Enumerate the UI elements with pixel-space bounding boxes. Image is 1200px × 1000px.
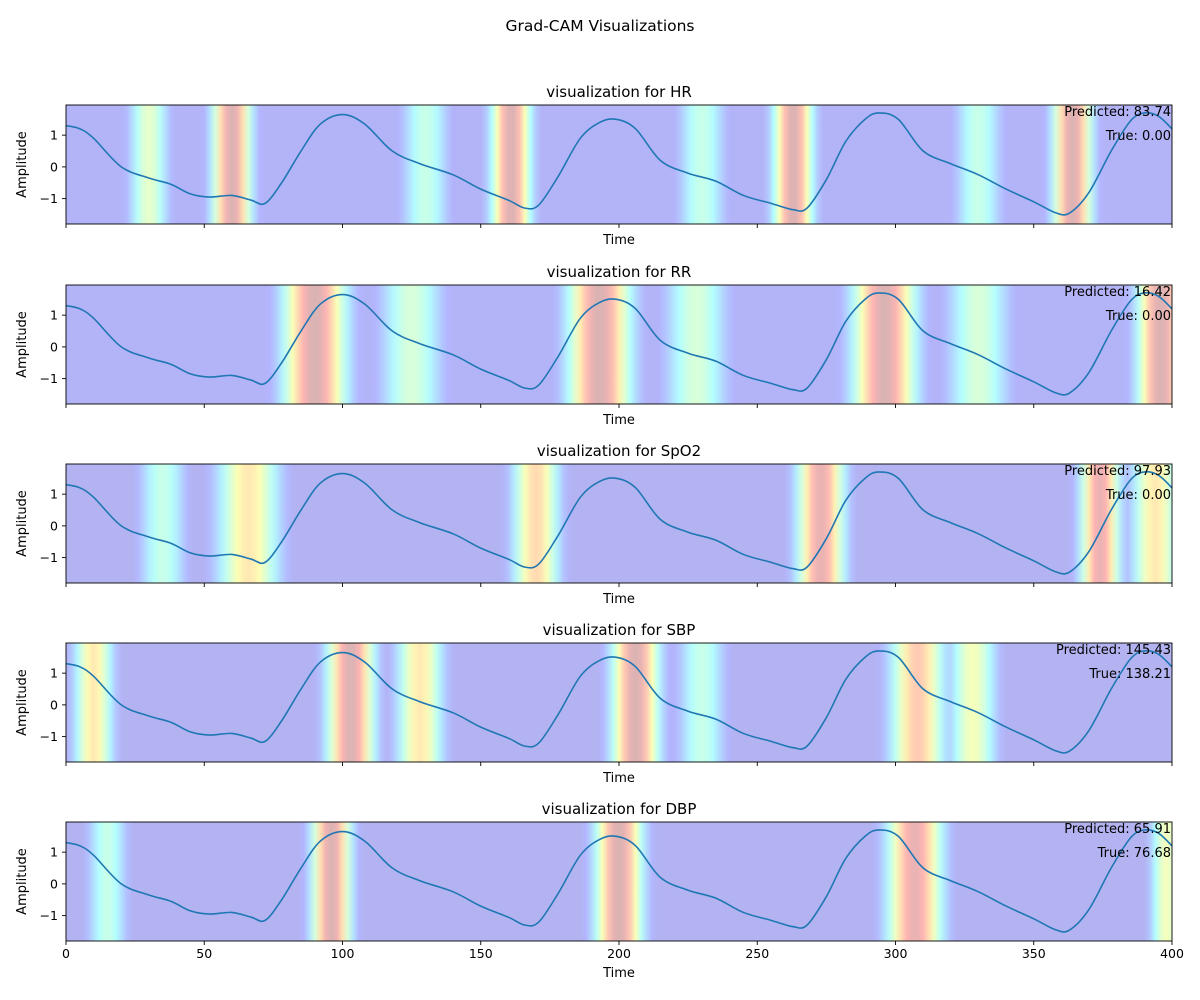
y-axis-label: Amplitude	[15, 848, 30, 915]
true-annotation: True: 0.00	[1105, 309, 1171, 324]
y-tick-label: 0	[50, 339, 58, 354]
subplot-title: visualization for DBP	[542, 800, 697, 818]
y-tick-label: −1	[40, 729, 58, 744]
true-annotation: True: 0.00	[1105, 129, 1171, 144]
y-axis-label: Amplitude	[15, 311, 30, 378]
x-tick-label: 100	[331, 946, 355, 961]
x-tick-label: 0	[62, 946, 70, 961]
y-tick-label: 1	[50, 666, 58, 681]
x-tick-label: 200	[607, 946, 631, 961]
predicted-annotation: Predicted: 97.93	[1064, 464, 1171, 479]
gradcam-heatmap	[66, 105, 1172, 224]
y-tick-label: −1	[40, 550, 58, 565]
y-tick-label: 0	[50, 876, 58, 891]
signal-line	[66, 291, 1172, 396]
gradcam-heatmap	[66, 822, 1172, 941]
true-annotation: True: 138.21	[1088, 667, 1171, 682]
subplot-title: visualization for SpO2	[537, 442, 701, 460]
y-tick-label: 0	[50, 518, 58, 533]
y-tick-label: −1	[40, 191, 58, 206]
x-axis-label: Time	[602, 413, 635, 428]
subplot-5: 0 50 100 150 200 250 300 350 400 −1 0 1 visualizatio…	[15, 800, 1184, 981]
y-tick-label: 1	[50, 308, 58, 323]
x-tick-label: 50	[196, 946, 212, 961]
subplot-title: visualization for HR	[546, 83, 692, 101]
gradcam-heatmap	[66, 464, 1172, 583]
subplot-2: −1 0 1 visualization for RR Time Amplitude Pre…	[15, 263, 1173, 428]
y-axis-label: Amplitude	[15, 131, 30, 198]
x-tick-label: 150	[469, 946, 493, 961]
y-tick-label: −1	[40, 371, 58, 386]
subplot-3: −1 0 1 visualization for SpO2 Time Amplitude P…	[15, 442, 1173, 607]
x-axis-label: Time	[602, 966, 635, 981]
y-tick-label: −1	[40, 908, 58, 923]
gradcam-heatmap	[66, 643, 1172, 762]
signal-line	[66, 828, 1172, 933]
x-tick-label: 250	[745, 946, 769, 961]
y-tick-label: 1	[50, 845, 58, 860]
x-axis-label: Time	[602, 592, 635, 607]
subplot-title: visualization for SBP	[543, 621, 696, 639]
x-tick-label: 300	[884, 946, 908, 961]
y-tick-label: 1	[50, 128, 58, 143]
signal-line	[66, 470, 1172, 575]
y-axis-label: Amplitude	[15, 490, 30, 557]
x-tick-label: 350	[1022, 946, 1046, 961]
subplot-title: visualization for RR	[547, 263, 692, 281]
signal-line	[66, 111, 1172, 216]
true-annotation: True: 0.00	[1105, 488, 1171, 503]
true-annotation: True: 76.68	[1097, 846, 1171, 861]
predicted-annotation: Predicted: 16.42	[1064, 285, 1171, 300]
gradcam-heatmap	[66, 285, 1172, 404]
predicted-annotation: Predicted: 83.74	[1064, 105, 1171, 120]
predicted-annotation: Predicted: 145.43	[1056, 643, 1171, 658]
y-tick-label: 0	[50, 697, 58, 712]
y-tick-label: 1	[50, 487, 58, 502]
predicted-annotation: Predicted: 65.91	[1064, 822, 1171, 837]
subplot-4: −1 0 1 visualization for SBP Time Amplitude Pr…	[15, 621, 1173, 786]
x-axis-label: Time	[602, 233, 635, 248]
x-tick-label: 400	[1160, 946, 1184, 961]
signal-line	[66, 649, 1172, 754]
x-axis-label: Time	[602, 771, 635, 786]
y-tick-label: 0	[50, 159, 58, 174]
y-axis-label: Amplitude	[15, 669, 30, 736]
subplot-1: −1 0 1 visualization for HR Time Amplitude Pre…	[15, 83, 1173, 248]
figure-title: Grad-CAM Visualizations	[505, 17, 695, 35]
